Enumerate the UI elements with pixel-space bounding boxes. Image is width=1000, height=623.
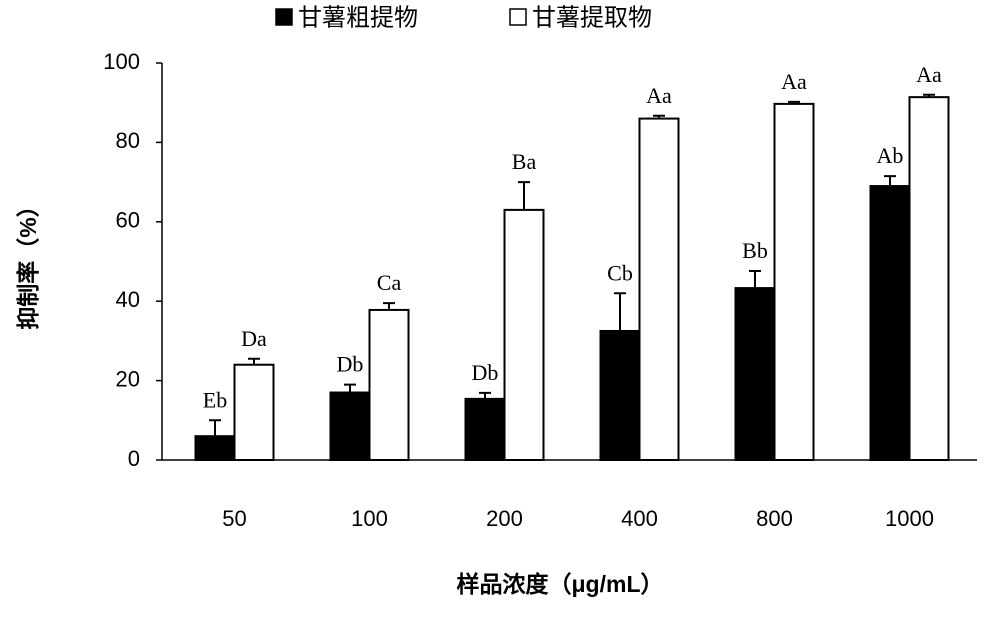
error-bar <box>344 383 356 393</box>
bar <box>368 308 410 461</box>
x-tick-label: 400 <box>621 506 658 531</box>
y-axis-title: 抑制率（%） <box>15 194 41 329</box>
bar <box>869 185 911 461</box>
x-tick-label: 800 <box>756 506 793 531</box>
bar-annotation: Ca <box>377 270 402 295</box>
y-tick-label: 60 <box>116 208 140 233</box>
x-tick-label: 100 <box>351 506 388 531</box>
y-tick-label: 0 <box>128 446 140 471</box>
bar <box>329 391 371 462</box>
error-bar <box>383 302 395 310</box>
error-bar <box>788 100 800 104</box>
x-tick-label: 50 <box>222 506 246 531</box>
bar <box>773 102 815 462</box>
bar-annotation: Ab <box>877 143 904 168</box>
bar <box>194 435 236 461</box>
x-axis-title: 样品浓度（μg/mL） <box>456 571 663 597</box>
bar-annotation: Db <box>472 360 499 385</box>
bar-annotation: Bb <box>742 238 768 263</box>
x-tick-label: 1000 <box>885 506 934 531</box>
bar <box>503 208 545 461</box>
x-tick-label: 200 <box>486 506 523 531</box>
bar-annotation: Db <box>337 352 364 377</box>
error-bar <box>653 114 665 119</box>
error-bar <box>479 391 491 399</box>
bar-annotation: Aa <box>646 83 672 108</box>
bar <box>638 117 680 462</box>
legend-swatch <box>275 8 293 26</box>
y-tick-label: 20 <box>116 366 140 391</box>
bar-annotation: Aa <box>916 62 942 87</box>
bar <box>599 329 641 461</box>
bar-annotation: Da <box>241 326 267 351</box>
legend-label: 甘薯提取物 <box>532 4 652 32</box>
bar-annotation: Cb <box>607 260 633 285</box>
bar <box>734 287 776 461</box>
error-bar <box>248 357 260 365</box>
bar <box>908 96 950 461</box>
y-tick-label: 100 <box>103 49 140 74</box>
bar-annotation: Eb <box>203 387 227 412</box>
legend-swatch <box>509 8 527 26</box>
bar-annotation: Ba <box>512 149 537 174</box>
error-bar <box>884 175 896 187</box>
error-bar <box>614 292 626 331</box>
y-tick-label: 40 <box>116 287 140 312</box>
error-bar <box>209 419 221 437</box>
error-bar <box>923 93 935 98</box>
bar <box>233 363 275 461</box>
bar <box>464 397 506 461</box>
bar-annotation: Aa <box>781 69 807 94</box>
error-bar <box>749 270 761 289</box>
error-bar <box>518 181 530 210</box>
y-tick-label: 80 <box>116 128 140 153</box>
legend-label: 甘薯粗提物 <box>298 4 418 32</box>
